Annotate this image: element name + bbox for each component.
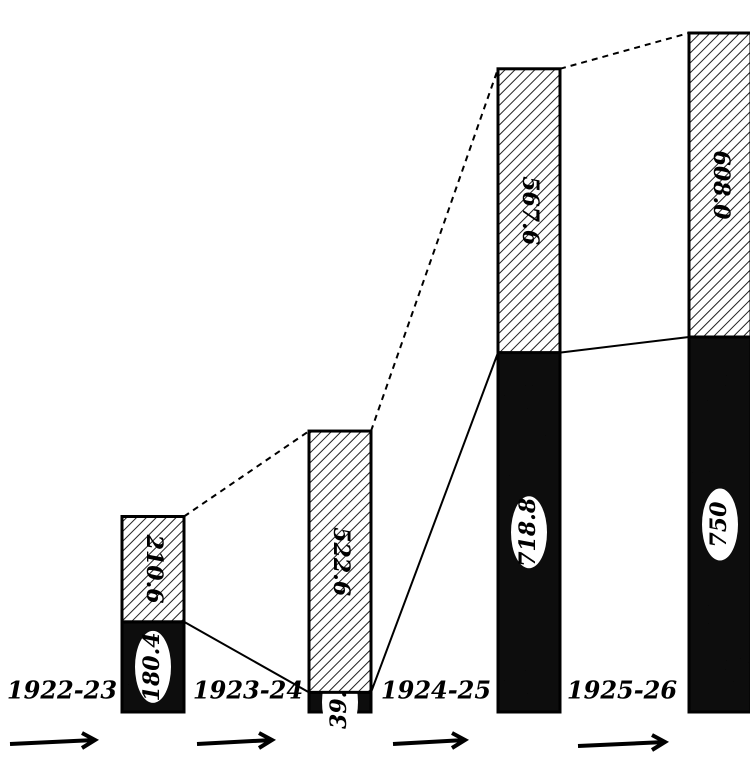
value-label: 718.8 xyxy=(515,498,541,567)
arrows xyxy=(9,731,670,752)
label-oval xyxy=(135,630,171,703)
hatched-segment xyxy=(307,429,373,694)
value-label: 750 xyxy=(706,501,732,548)
connector-line xyxy=(183,336,690,694)
hatched-segment xyxy=(120,515,186,624)
label-oval xyxy=(702,488,738,561)
value-label: 567.6 xyxy=(517,176,543,245)
value-label: 522.6 xyxy=(328,527,354,596)
hatched-segment xyxy=(687,31,750,339)
x-tick-label: 1923-24 xyxy=(193,676,303,705)
hatched-segment xyxy=(496,67,562,355)
x-tick-label: 1925-26 xyxy=(567,676,677,705)
total-connector-line xyxy=(183,32,690,518)
x-tick-label: 1924-25 xyxy=(381,676,491,705)
value-label: 608.0 xyxy=(708,151,734,221)
value-label: 210.6 xyxy=(141,534,167,604)
x-tick-label: 1922-23 xyxy=(7,676,117,705)
value-label: 180.4 xyxy=(139,632,165,701)
label-oval xyxy=(511,496,547,569)
